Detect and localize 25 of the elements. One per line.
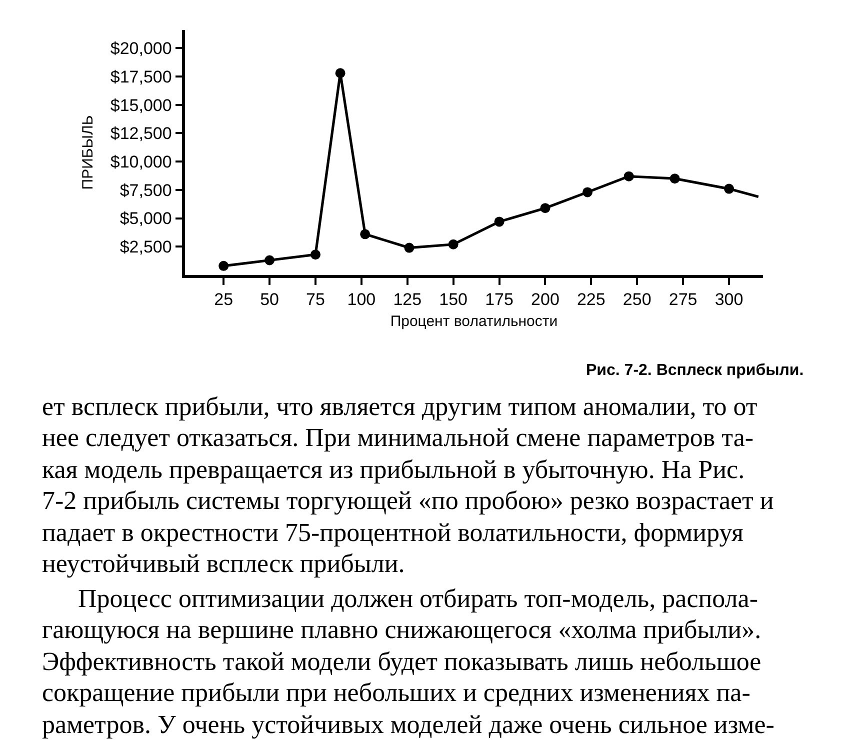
y-tick-label: $5,000 xyxy=(120,209,172,228)
y-tick-label: $12,500 xyxy=(110,124,172,144)
x-axis-title: Процент волатильности xyxy=(390,313,558,330)
y-axis-title: ПРИБЫЛЬ xyxy=(80,115,97,190)
x-tick-label: 100 xyxy=(347,290,376,310)
x-tick-label: 125 xyxy=(393,290,422,310)
x-tick-label: 175 xyxy=(485,290,514,310)
x-tick-label: 150 xyxy=(439,290,468,310)
text: Процесс оптимизации должен отбирать топ-модель, распола- гающуюся на вершине плавно снижающегося «холма прибыли». Эффективность такой модели будет показывать лишь небольшое сокращение прибыли при небольших и средних изменениях па- раметров. У очень устойчивых моделей даже очень сильное изме- xyxy=(42,584,774,739)
y-tick-label: $7,500 xyxy=(120,180,172,200)
x-tick-label: 300 xyxy=(714,290,744,310)
text: ет всплеск прибыли, что является другим типом аномалии, то от нее следует отказаться. При минимальной смене параметров та- кая модель превращается из прибыльной в убыточную. На Рис. 7-2 прибыль системы торгующей «по пробою» резко возрастает и падает в окрестности 75-процентной волатильности, формируя неустойчивый всплеск прибыли. xyxy=(42,392,774,578)
x-tick-label: 275 xyxy=(668,290,698,310)
y-tick-label: $17,500 xyxy=(110,67,172,86)
x-tick-label: 75 xyxy=(306,290,325,310)
x-tick-label: 50 xyxy=(260,290,279,310)
y-tick-label: $10,000 xyxy=(110,152,172,172)
x-tick-label: 225 xyxy=(576,290,606,310)
y-tick-label: $2,500 xyxy=(120,238,172,257)
x-tick-label: 250 xyxy=(622,290,652,310)
y-tick-label: $15,000 xyxy=(110,96,172,115)
x-tick-label: 200 xyxy=(531,290,560,310)
text: Рис. 7-2. Всплеск прибыли. xyxy=(586,362,804,379)
x-tick-label: 25 xyxy=(214,290,234,310)
y-tick-label: $20,000 xyxy=(110,39,172,58)
